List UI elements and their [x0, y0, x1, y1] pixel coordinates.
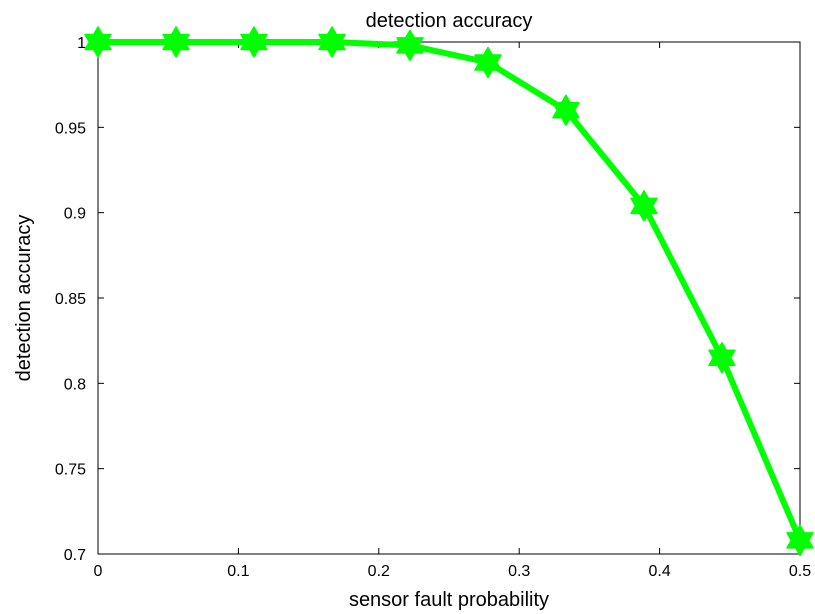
plot-area — [97, 41, 801, 555]
data-point-marker — [708, 341, 736, 374]
series-line — [95, 39, 803, 544]
data-point-marker — [84, 26, 112, 58]
y-tick-label: 0.95 — [55, 120, 86, 137]
y-tick-label: 0.85 — [55, 291, 86, 308]
x-tick-label: 0.2 — [368, 563, 390, 580]
data-point-marker — [474, 46, 502, 79]
y-tick-label: 0.8 — [64, 376, 86, 393]
y-tick-label: 1 — [77, 35, 86, 52]
data-point-marker — [552, 94, 580, 127]
data-point-marker — [162, 26, 190, 58]
tick-labels: 0 0.1 0.2 0.3 0.4 0.5 0.7 0.75 0.8 0.85 0.9 0.95 1 — [55, 35, 811, 580]
x-axis-label: sensor fault probability — [349, 589, 549, 611]
x-tick-label: 0 — [94, 563, 103, 580]
data-point-marker — [786, 524, 814, 557]
y-tick-label: 0.75 — [55, 462, 86, 479]
data-point-marker — [630, 190, 658, 222]
x-tick-label: 0.5 — [789, 563, 811, 580]
chart-title: detection accuracy — [366, 10, 533, 32]
x-tick-label: 0.1 — [227, 563, 249, 580]
data-point-marker — [318, 26, 346, 58]
data-point-marker — [396, 29, 424, 62]
series-layer — [84, 26, 814, 557]
y-tick-label: 0.7 — [64, 547, 86, 564]
x-tick-label: 0.4 — [648, 563, 670, 580]
data-point-marker — [240, 26, 268, 58]
y-axis-label: detection accuracy — [13, 215, 35, 382]
x-tick-label: 0.3 — [508, 563, 530, 580]
y-tick-label: 0.9 — [64, 206, 86, 223]
